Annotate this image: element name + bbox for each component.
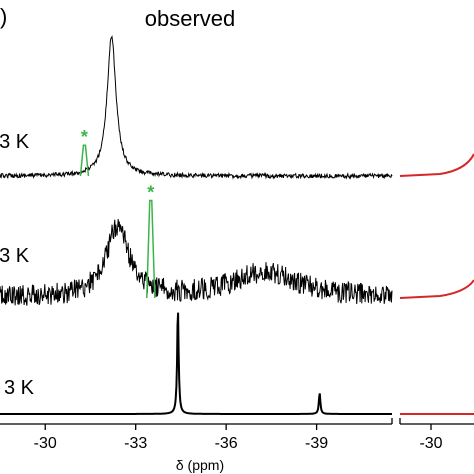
impurity-peaks-group: ** xyxy=(79,127,156,299)
spectra-group xyxy=(0,35,393,415)
panel-letter: ) xyxy=(0,4,7,29)
impurity-peak-2-1 xyxy=(146,199,156,299)
impurity-marker-1: * xyxy=(81,127,88,147)
x-tick-label-2: -33 xyxy=(124,435,147,452)
spectrum-trace-1 xyxy=(0,35,393,180)
impurity-peak-1-1 xyxy=(79,144,90,177)
simulated-trace-2 xyxy=(399,279,474,299)
row-label-2: 73 K xyxy=(0,245,30,267)
simulated-trace-1 xyxy=(399,153,474,177)
row-label-3: 3 K xyxy=(4,377,35,399)
x-tick-label-4: -39 xyxy=(305,435,328,452)
x-tick-label-1: -30 xyxy=(34,435,57,452)
row-labels-group: 73 K 73 K 3 K xyxy=(0,131,35,399)
simulated-spectra-group xyxy=(399,153,474,415)
spectrum-trace-2 xyxy=(0,218,393,306)
x-tick-label-3: -36 xyxy=(215,435,238,452)
right-x-tick-label-1: -30 xyxy=(419,435,442,452)
x-axis-label: δ (ppm) xyxy=(176,457,224,473)
row-label-1: 73 K xyxy=(0,131,30,153)
impurity-marker-2: * xyxy=(147,183,154,203)
spectrum-trace-3 xyxy=(0,312,392,415)
x-ticks-group: -30 -33 -36 -39 -30 xyxy=(34,424,443,452)
chart-title: observed xyxy=(145,6,236,31)
